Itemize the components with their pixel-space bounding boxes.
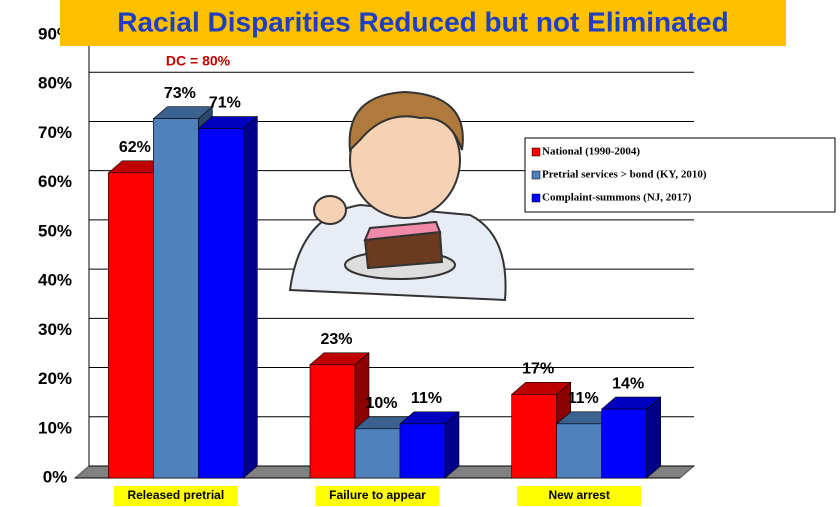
bar <box>153 118 199 479</box>
bar <box>556 423 602 479</box>
chart-title: Racial Disparities Reduced but not Elimi… <box>117 6 728 37</box>
y-tick-label: 60% <box>38 172 72 191</box>
plot-front: Released pretrial 62% 73% 71% Failure to app… <box>107 85 662 506</box>
value-label: 11% <box>411 390 442 407</box>
y-tick-label: 30% <box>38 320 72 339</box>
value-label: 11% <box>568 390 599 407</box>
bar-side <box>243 115 258 479</box>
x-tick-box <box>517 486 642 506</box>
illustration <box>288 90 507 302</box>
y-tick-label: 80% <box>38 74 72 93</box>
legend-label: Pretrial services > bond (KY, 2010) <box>542 169 707 181</box>
legend-label: National (1990-2004) <box>542 146 640 158</box>
value-label: 14% <box>612 375 644 392</box>
bar <box>198 128 244 479</box>
bar <box>601 408 647 479</box>
annotation: DC = 80% <box>166 53 231 69</box>
value-label: 10% <box>365 395 397 412</box>
y-tick-label: 70% <box>38 123 72 142</box>
x-tick-label: New arrest <box>548 488 609 502</box>
bar <box>354 428 401 479</box>
legend-items: National (1990-2004) Pretrial services > … <box>531 146 707 204</box>
value-label: 73% <box>164 85 196 102</box>
value-label: 71% <box>209 95 241 112</box>
legend-box <box>524 137 836 213</box>
x-tick-label: Released pretrial <box>127 488 224 502</box>
legend-swatch <box>531 170 541 180</box>
y-tick-label: 0% <box>43 467 68 486</box>
legend-swatch <box>531 147 541 157</box>
title-box <box>60 0 786 46</box>
bar-side <box>646 396 661 479</box>
value-label: 17% <box>522 361 554 378</box>
value-label: 62% <box>119 139 151 156</box>
legend-swatch <box>531 193 541 203</box>
bar <box>108 172 154 479</box>
legend: National (1990-2004) Pretrial services > … <box>524 137 836 213</box>
bar <box>399 423 446 479</box>
y-tick-label: 20% <box>38 369 72 388</box>
y-tick-label: 40% <box>38 271 72 290</box>
x-tick-box <box>315 486 440 506</box>
legend-label: Complaint-summons (NJ, 2017) <box>542 192 692 204</box>
y-tick-label: 50% <box>38 221 72 240</box>
x-tick-box <box>113 486 238 506</box>
bar <box>511 394 557 479</box>
value-label: 23% <box>320 331 352 348</box>
x-tick-label: Failure to appear <box>329 488 426 502</box>
bar <box>309 364 356 479</box>
y-tick-label: 10% <box>38 418 72 437</box>
